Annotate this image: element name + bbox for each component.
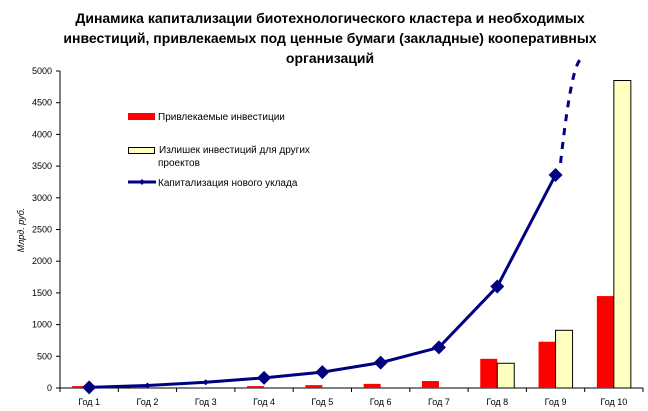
x-tick-label: Год 7 bbox=[428, 397, 450, 407]
x-tick-label: Год 4 bbox=[253, 397, 275, 407]
point-capitalization bbox=[548, 167, 563, 182]
x-tick-label: Год 1 bbox=[78, 397, 100, 407]
x-tick-label: Год 9 bbox=[545, 397, 567, 407]
point-capitalization bbox=[315, 365, 330, 380]
y-tick-label: 3500 bbox=[32, 161, 52, 171]
x-tick-label: Год 5 bbox=[311, 397, 333, 407]
point-capitalization bbox=[82, 380, 97, 395]
legend-label-investments: Привлекаемые инвестиции bbox=[158, 112, 285, 123]
y-tick-label: 5000 bbox=[32, 66, 52, 76]
y-tick-label: 4000 bbox=[32, 129, 52, 139]
point-capitalization bbox=[257, 370, 272, 385]
bar-investments bbox=[538, 341, 556, 388]
bar-investments bbox=[421, 381, 439, 388]
legend: Привлекаемые инвестиции Излишек инвестиц… bbox=[128, 112, 310, 189]
bar-surplus bbox=[496, 362, 515, 389]
y-tick-label: 2500 bbox=[32, 225, 52, 235]
legend-label-surplus: Излишек инвестиций для других проектов bbox=[158, 145, 310, 169]
y-tick-label: 3000 bbox=[32, 193, 52, 203]
point-capitalization bbox=[431, 340, 446, 355]
legend-swatch-surplus bbox=[128, 147, 155, 154]
line-capitalization bbox=[89, 174, 557, 389]
y-tick-label: 2000 bbox=[32, 256, 52, 266]
bar-investments bbox=[188, 387, 206, 388]
point-capitalization bbox=[373, 355, 388, 370]
bar-surplus bbox=[555, 329, 574, 389]
x-tick-label: Год 8 bbox=[486, 397, 508, 407]
x-tick-label: Год 2 bbox=[137, 397, 159, 407]
y-tick-label: 4500 bbox=[32, 98, 52, 108]
bar-surplus bbox=[613, 80, 632, 389]
y-tick-label: 1500 bbox=[32, 288, 52, 298]
bar-investments bbox=[130, 387, 148, 388]
bar-investments bbox=[305, 385, 323, 388]
y-tick-label: 500 bbox=[37, 351, 52, 361]
legend-swatch-investments bbox=[128, 113, 155, 120]
bar-investments bbox=[72, 386, 90, 388]
y-tick-label: 1000 bbox=[32, 320, 52, 330]
x-tick-label: Год 6 bbox=[370, 397, 392, 407]
bar-investments bbox=[363, 383, 381, 388]
y-tick-label: 0 bbox=[47, 383, 52, 393]
legend-label-capitalization: Капитализация нового уклада bbox=[158, 178, 298, 189]
x-tick-label: Год 10 bbox=[600, 397, 627, 407]
chart-title: Динамика капитализации биотехнологическо… bbox=[63, 10, 597, 66]
bar-investments bbox=[596, 296, 614, 388]
point-capitalization bbox=[144, 382, 151, 389]
bar-investments bbox=[480, 358, 498, 388]
legend-marker-capitalization bbox=[139, 179, 145, 185]
point-capitalization bbox=[490, 279, 505, 294]
y-axis-label: Млрд. руб. bbox=[16, 208, 26, 253]
bar-investments bbox=[247, 386, 265, 388]
line-capitalization-projection bbox=[559, 57, 586, 164]
point-capitalization bbox=[202, 379, 209, 386]
x-tick-label: Год 3 bbox=[195, 397, 217, 407]
